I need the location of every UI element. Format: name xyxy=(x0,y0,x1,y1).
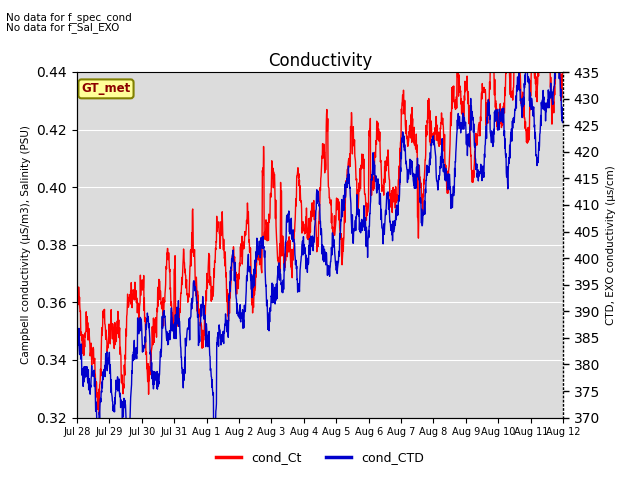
Y-axis label: Campbell conductivity (µS/m3), Salinity (PSU): Campbell conductivity (µS/m3), Salinity … xyxy=(20,125,31,364)
cond_Ct xyxy=(559,71,567,77)
cond_CTD xyxy=(408,166,416,172)
cond_Ct xyxy=(537,12,545,18)
cond_CTD xyxy=(529,102,536,108)
Y-axis label: CTD, EXO conductivity (µs/cm): CTD, EXO conductivity (µs/cm) xyxy=(605,165,616,324)
Legend: cond_Ct, cond_CTD: cond_Ct, cond_CTD xyxy=(211,446,429,469)
cond_CTD xyxy=(73,360,81,366)
Text: GT_met: GT_met xyxy=(81,83,131,96)
cond_Ct xyxy=(408,122,416,128)
cond_CTD xyxy=(554,41,561,47)
cond_CTD xyxy=(293,277,301,283)
Line: cond_Ct: cond_Ct xyxy=(77,15,563,415)
cond_CTD xyxy=(559,106,567,112)
cond_CTD xyxy=(160,314,168,320)
cond_CTD xyxy=(82,366,90,372)
cond_CTD xyxy=(322,262,330,268)
cond_Ct xyxy=(160,300,168,305)
cond_Ct xyxy=(95,412,103,418)
Text: No data for f_Sal_EXO: No data for f_Sal_EXO xyxy=(6,22,120,33)
Text: No data for f_spec_cond: No data for f_spec_cond xyxy=(6,12,132,23)
Title: Conductivity: Conductivity xyxy=(268,52,372,71)
Line: cond_CTD: cond_CTD xyxy=(77,44,563,448)
cond_Ct xyxy=(73,320,81,325)
cond_Ct xyxy=(529,55,536,60)
cond_Ct xyxy=(82,329,90,335)
cond_Ct xyxy=(322,162,330,168)
cond_CTD xyxy=(210,445,218,451)
cond_Ct xyxy=(293,173,301,179)
